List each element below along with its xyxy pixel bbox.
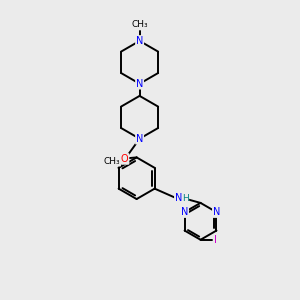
Text: I: I [214,235,217,245]
Text: CH₃: CH₃ [103,157,120,166]
Text: N: N [136,36,143,46]
Text: O: O [121,154,128,164]
Text: N: N [136,134,143,144]
Text: N: N [213,207,220,217]
Text: CH₃: CH₃ [131,20,148,29]
Text: N: N [181,207,188,217]
Text: H: H [182,194,188,203]
Text: N: N [175,193,182,203]
Text: N: N [136,79,143,89]
